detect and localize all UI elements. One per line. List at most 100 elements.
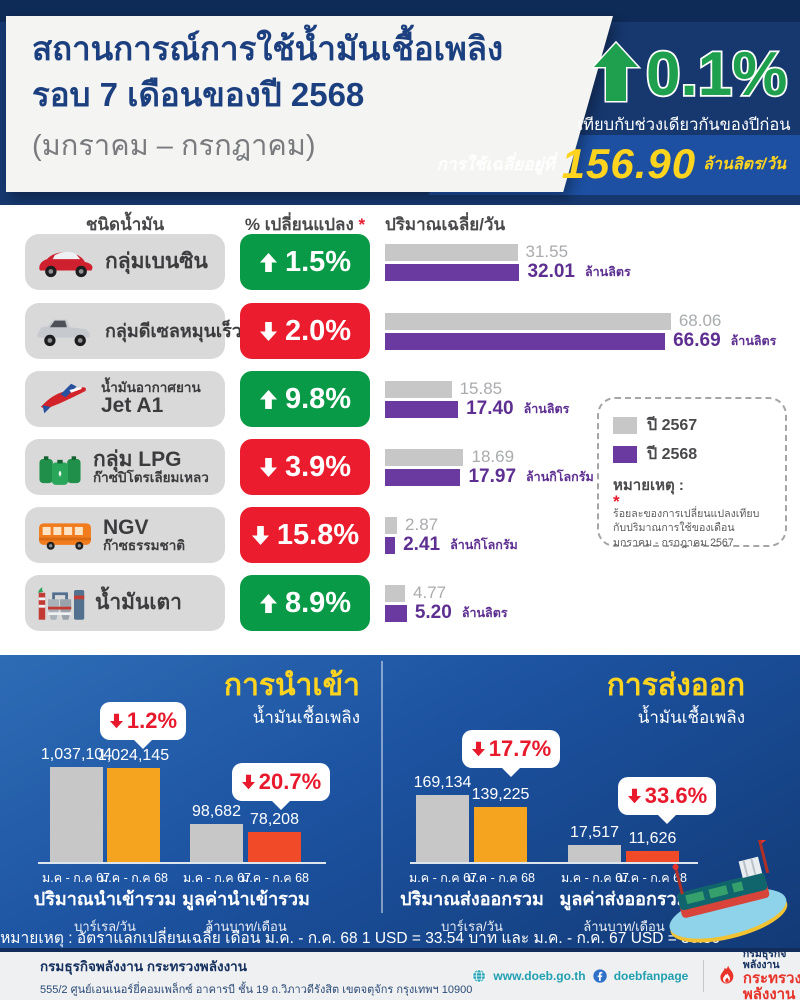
- bar-pair: 18.69 17.97 ล้านกิโลกรัม: [385, 439, 795, 495]
- value-unit: ล้านลิตร: [523, 402, 570, 416]
- average-use-stat: การใช้เฉลี่ยอยู่ที่ 156.90 ล้านลิตร/วัน: [436, 135, 792, 193]
- legend-label-2568: ปี 2568: [647, 446, 698, 463]
- facebook-link[interactable]: doebfanpage: [613, 969, 689, 983]
- change-badge: 9.8%: [240, 371, 370, 427]
- import-axis-line: [38, 862, 326, 864]
- fuel-row-jet-a1: น้ำมันอากาศยาน Jet A1 9.8% 15.85 17.40 ล้…: [0, 371, 800, 427]
- up-arrow-icon: [259, 252, 277, 272]
- value-2567: 68.06: [678, 311, 722, 330]
- bar-2567: [385, 448, 464, 466]
- lpg-cylinders-icon: [35, 449, 85, 485]
- flame-logo-icon: [720, 965, 734, 984]
- cargo-ship-illustration: [669, 840, 788, 943]
- ministry-logo-text: กรมธุรกิจพลังงาน กระทรวงพลังงาน: [743, 949, 800, 1000]
- bus-icon: [35, 518, 95, 552]
- fuel-label-box: กลุ่มเบนซิน: [25, 234, 225, 290]
- change-badge: 1.5%: [240, 234, 370, 290]
- fuel-label-box: น้ำมันเตา: [25, 575, 225, 631]
- usage-section: ชนิดน้ำมัน % เปลี่ยนแปลง * ปริมาณเฉลี่ย/…: [0, 205, 800, 655]
- up-arrow-icon: [592, 40, 642, 103]
- x-tick-label: ม.ค - ก.ค 67: [183, 871, 251, 885]
- import-title-block: การนำเข้า น้ำมันเชื้อเพลิง: [150, 669, 360, 731]
- refinery-icon: [35, 584, 87, 622]
- value-unit: ล้านกิโลกรัม: [450, 538, 518, 552]
- fuel-name: น้ำมันเตา: [95, 590, 182, 614]
- down-arrow-icon: [251, 525, 269, 545]
- up-arrow-icon: [259, 593, 277, 613]
- callout-value: 1.2%: [126, 708, 178, 733]
- bar: [626, 850, 679, 862]
- value-2568: 66.69: [673, 330, 721, 351]
- bar-value-label: 139,225: [471, 785, 530, 803]
- value-unit: ล้านกิโลกรัม: [526, 470, 594, 484]
- fuel-name-line2: ก๊าซธรรมชาติ: [103, 537, 186, 553]
- down-arrow-icon: [471, 741, 485, 757]
- change-badge: 2.0%: [240, 303, 370, 359]
- export-title: การส่งออก: [606, 669, 745, 702]
- import-title: การนำเข้า: [223, 669, 360, 702]
- bar-2567: [385, 312, 671, 330]
- fuel-row-fuel-oil: น้ำมันเตา 8.9% 4.77 5.20 ล้านลิตร: [0, 575, 800, 631]
- asterisk-mark: *: [613, 492, 620, 511]
- fuel-label-box: NGV ก๊าซธรรมชาติ: [25, 507, 225, 563]
- x-tick-label: ม.ค - ก.ค 68: [619, 871, 687, 885]
- change-value: 9.8%: [284, 382, 352, 415]
- page-title-line2: รอบ 7 เดือนของปี 2568: [32, 76, 365, 113]
- x-tick-label: ม.ค - ก.ค 67: [409, 871, 477, 885]
- bar-export-value-2567: 17,517: [568, 824, 621, 862]
- import-subtitle: น้ำมันเชื้อเพลิง: [252, 708, 360, 727]
- bar-value-label: 1,037,104: [40, 746, 113, 764]
- change-value: 8.9%: [284, 586, 352, 619]
- pickup-truck-icon: [35, 313, 97, 349]
- fuel-name: น้ำมันอากาศยาน: [101, 379, 201, 395]
- facebook-icon: [592, 969, 607, 983]
- column-header-volume: ปริมาณเฉลี่ย/วัน: [385, 215, 506, 234]
- airplane-icon: [35, 382, 93, 416]
- average-use-prefix: การใช้เฉลี่ยอยู่ที่: [436, 154, 555, 174]
- fuel-label-box: กลุ่มดีเซลหมุนเร็ว: [25, 303, 242, 359]
- x-tick-label: ม.ค - ก.ค 67: [42, 871, 110, 885]
- bar-2567: [385, 243, 518, 261]
- overall-change-value: 0.1%: [646, 40, 787, 109]
- ministry-logo-line1: กรมธุรกิจพลังงาน: [742, 948, 787, 972]
- x-tick-label: ม.ค - ก.ค 68: [241, 871, 309, 885]
- page-title-line1: สถานการณ์การใช้น้ำมันเชื้อเพลิง: [32, 30, 504, 67]
- bar: [474, 806, 527, 862]
- change-badge: 15.8%: [240, 507, 370, 563]
- value-2567: 15.85: [459, 379, 503, 398]
- car-icon: [35, 244, 97, 280]
- import-volume-change-callout: 1.2%: [100, 702, 186, 740]
- bar-2568: [385, 332, 666, 350]
- change-badge: 8.9%: [240, 575, 370, 631]
- website-link[interactable]: www.doeb.go.th: [493, 969, 586, 983]
- down-arrow-icon: [241, 774, 255, 790]
- bar: [568, 845, 621, 862]
- bar-export-volume-2568: 139,225: [471, 785, 530, 862]
- bar: [50, 767, 103, 862]
- bar-value-label: 78,208: [250, 810, 299, 828]
- footer-divider: [703, 960, 705, 992]
- bar-import-volume-2567: 1,037,104: [41, 746, 112, 862]
- bar-pair: 4.77 5.20 ล้านลิตร: [385, 575, 795, 631]
- bar-2568: [385, 604, 407, 622]
- footer-org-block: กรมธุรกิจพลังงาน กระทรวงพลังงาน 555/2 ศู…: [40, 955, 472, 998]
- footer-contact-block: www.doeb.go.th doebfanpage กรมธุรกิจพลัง…: [472, 949, 800, 1000]
- globe-icon: [472, 969, 487, 983]
- average-use-value: 156.90: [561, 140, 697, 187]
- asterisk-mark: *: [358, 215, 366, 234]
- value-2568: 17.97: [468, 466, 517, 487]
- legend-item-2568: ปี 2568: [613, 442, 771, 467]
- bar-2567: [385, 584, 406, 602]
- value-unit: ล้านลิตร: [461, 606, 508, 620]
- callout-value: 33.6%: [644, 783, 708, 808]
- fuel-name: กลุ่ม LPG: [93, 447, 182, 471]
- bar: [190, 824, 243, 862]
- bar-import-value-2568: 78,208: [248, 811, 301, 862]
- column-header-change: % เปลี่ยนแปลง *: [244, 215, 366, 234]
- change-value: 1.5%: [284, 245, 352, 278]
- value-2568: 5.20: [414, 602, 452, 623]
- value-2567: 18.69: [471, 447, 515, 466]
- fuel-name: กลุ่มเบนซิน: [105, 249, 208, 273]
- value-unit: ล้านลิตร: [584, 265, 631, 279]
